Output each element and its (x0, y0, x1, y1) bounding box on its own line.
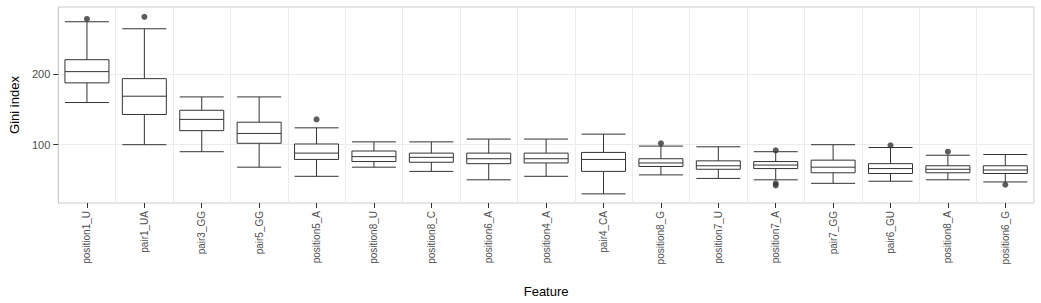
svg-text:position7_A: position7_A (770, 211, 781, 264)
svg-text:Gini index: Gini index (7, 76, 22, 134)
svg-text:position8_C: position8_C (426, 211, 437, 264)
svg-text:pair3_GG: pair3_GG (196, 211, 207, 255)
svg-text:pair1_UA: pair1_UA (139, 211, 150, 253)
svg-text:position5_A: position5_A (311, 211, 322, 264)
svg-text:pair5_GG: pair5_GG (254, 211, 265, 255)
svg-text:pair4_CA: pair4_CA (598, 211, 609, 253)
svg-text:position1_U: position1_U (81, 211, 92, 264)
svg-text:pair7_GG: pair7_GG (828, 211, 839, 255)
svg-text:Feature: Feature (524, 284, 569, 299)
svg-text:position7_U: position7_U (713, 211, 724, 264)
svg-text:position6_A: position6_A (483, 211, 494, 264)
svg-text:pair6_GU: pair6_GU (885, 211, 896, 254)
svg-text:position4_A: position4_A (541, 211, 552, 264)
svg-text:position6_G: position6_G (1000, 211, 1011, 265)
svg-text:position8_U: position8_U (368, 211, 379, 264)
svg-text:position8_A: position8_A (942, 211, 953, 264)
svg-text:100: 100 (32, 139, 50, 151)
svg-text:200: 200 (32, 68, 50, 80)
svg-text:position8_G: position8_G (655, 211, 666, 265)
